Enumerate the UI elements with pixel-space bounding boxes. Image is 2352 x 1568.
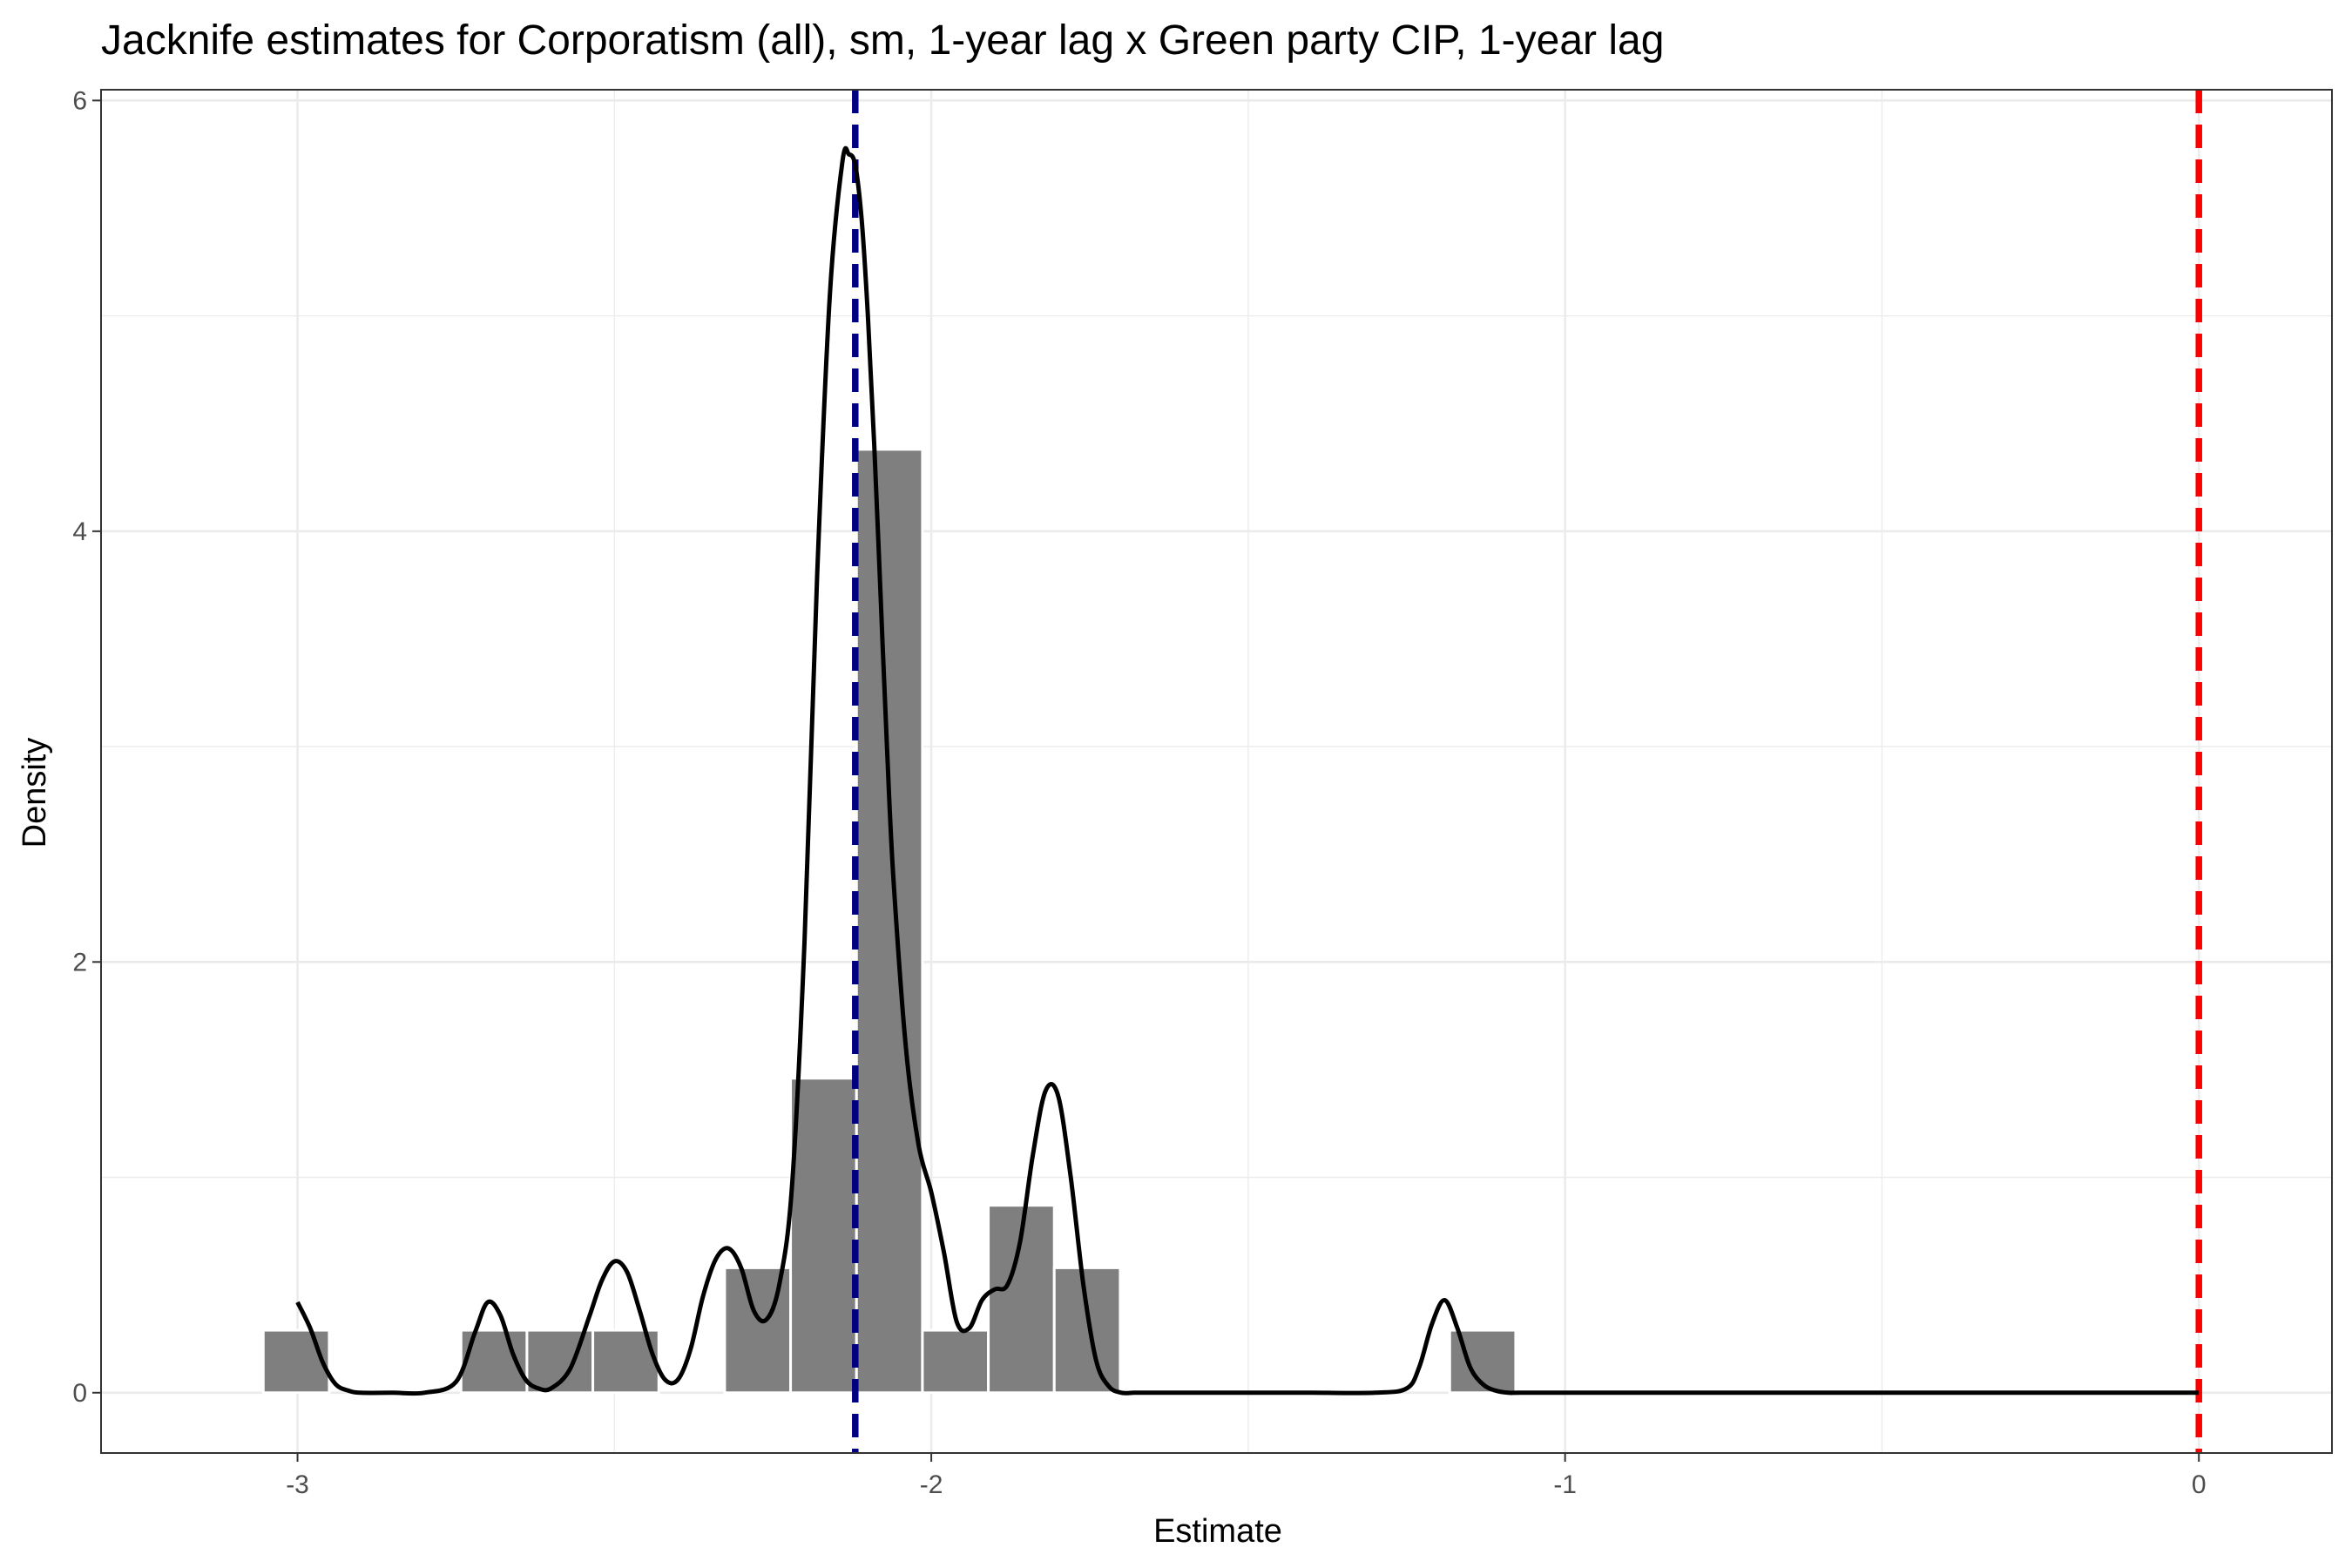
axes: -3 -2 -1 0 0 2 4 6: [72, 86, 2206, 1499]
x-tick-label: -1: [1553, 1470, 1577, 1499]
histogram-bar: [1052, 1266, 1122, 1395]
y-tick-label: 2: [72, 948, 87, 977]
density-curve: [295, 145, 2200, 1396]
x-axis-title: Estimate: [1153, 1513, 1282, 1550]
y-axis-title: Density: [17, 738, 53, 848]
x-tick-label: -3: [286, 1470, 309, 1499]
histogram-bar: [261, 1328, 331, 1395]
x-tick-label: -2: [920, 1470, 943, 1499]
y-tick-label: 6: [72, 86, 87, 115]
y-tick-label: 4: [72, 517, 87, 546]
histogram-bar: [789, 1077, 858, 1395]
density-curve-group: [295, 145, 2200, 1396]
chart-title: Jacknife estimates for Corporatism (all)…: [101, 17, 1664, 64]
reference-lines: [852, 90, 2202, 1453]
histogram-bar: [855, 448, 924, 1395]
y-tick-label: 0: [72, 1379, 87, 1408]
histogram-bar: [921, 1328, 990, 1395]
x-tick-label: 0: [2192, 1470, 2207, 1499]
histogram-bars: [261, 448, 1517, 1395]
panel-border: [100, 89, 2333, 1454]
grid-lines: [101, 90, 2332, 1453]
